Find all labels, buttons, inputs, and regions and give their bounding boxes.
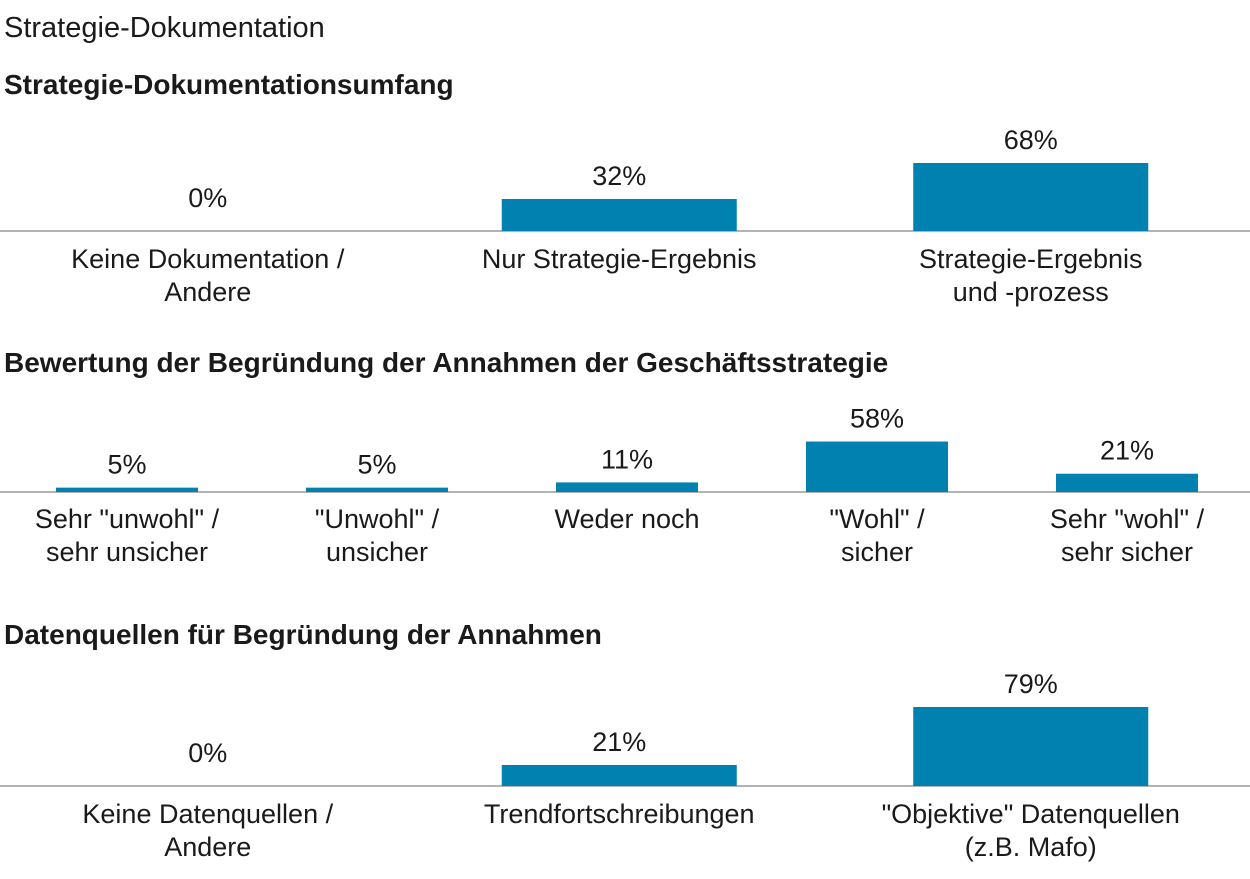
bar-dokumentationsumfang-2	[913, 163, 1149, 231]
category-label-datenquellen-2: "Objektive" Datenquellen (z.B. Mafo)	[882, 799, 1180, 862]
value-label-datenquellen-1: 21%	[592, 727, 646, 757]
value-label-datenquellen-0: 0%	[188, 738, 227, 768]
bar-bewertung-0	[56, 487, 198, 492]
page-title: Strategie-Dokumentation	[4, 12, 325, 44]
chart-title-dokumentationsumfang: Strategie-Dokumentationsumfang	[4, 69, 454, 100]
chart-title-datenquellen: Datenquellen für Begründung der Annahmen	[4, 619, 602, 650]
category-label-bewertung-4: Sehr "wohl" / sehr sicher	[1050, 504, 1205, 567]
value-label-datenquellen-2: 79%	[1004, 669, 1058, 699]
category-label-dokumentationsumfang-0: Keine Dokumentation / Andere	[71, 244, 345, 307]
category-label-datenquellen-0: Keine Datenquellen / Andere	[82, 799, 333, 862]
category-label-dokumentationsumfang-2: Strategie-Ergebnis und -prozess	[919, 244, 1143, 307]
bar-bewertung-3	[806, 441, 948, 492]
bar-dokumentationsumfang-1	[501, 199, 737, 231]
chart-title-bewertung: Bewertung der Begründung der Annahmen de…	[4, 347, 889, 378]
value-label-bewertung-4: 21%	[1100, 436, 1154, 466]
value-label-dokumentationsumfang-2: 68%	[1004, 125, 1058, 155]
value-label-bewertung-1: 5%	[357, 450, 396, 480]
category-label-bewertung-3: "Wohl" / sicher	[829, 504, 925, 567]
bar-datenquellen-2	[913, 707, 1149, 786]
category-label-bewertung-1: "Unwohl" / unsicher	[315, 504, 440, 567]
value-label-dokumentationsumfang-1: 32%	[592, 161, 646, 191]
value-label-dokumentationsumfang-0: 0%	[188, 183, 227, 213]
value-label-bewertung-0: 5%	[107, 450, 146, 480]
category-label-datenquellen-1: Trendfortschreibungen	[484, 799, 755, 829]
bar-bewertung-4	[1056, 473, 1198, 492]
category-label-dokumentationsumfang-1: Nur Strategie-Ergebnis	[482, 244, 757, 274]
value-label-bewertung-3: 58%	[850, 404, 904, 434]
value-label-bewertung-2: 11%	[601, 444, 653, 474]
bar-bewertung-2	[556, 482, 698, 492]
category-label-bewertung-0: Sehr "unwohl" / sehr unsicher	[35, 504, 220, 567]
bar-datenquellen-1	[501, 765, 737, 786]
bar-bewertung-1	[306, 487, 448, 492]
category-label-bewertung-2: Weder noch	[554, 504, 699, 534]
